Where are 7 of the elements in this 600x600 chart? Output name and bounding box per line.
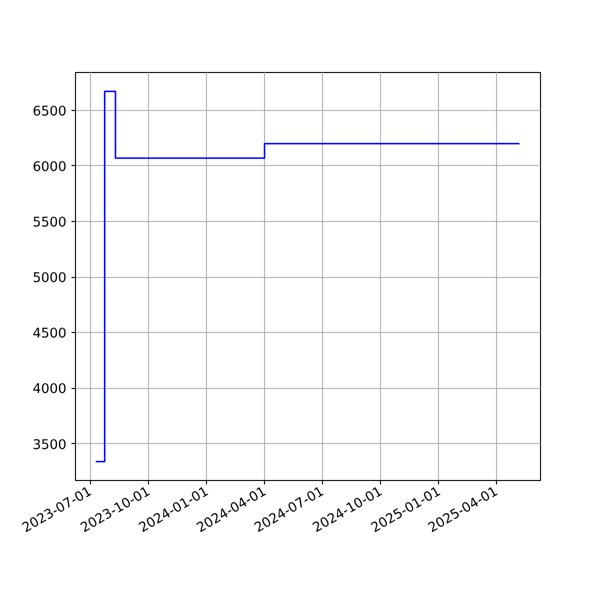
y-tick-label: 5500 bbox=[32, 215, 67, 230]
y-tick-label: 5000 bbox=[32, 271, 67, 286]
y-tick-label: 6500 bbox=[32, 104, 67, 120]
y-tick-label: 3500 bbox=[32, 438, 67, 453]
y-tick-label: 4000 bbox=[32, 382, 67, 398]
y-tick-label: 4500 bbox=[32, 326, 67, 342]
y-tick-label: 6000 bbox=[32, 160, 67, 175]
